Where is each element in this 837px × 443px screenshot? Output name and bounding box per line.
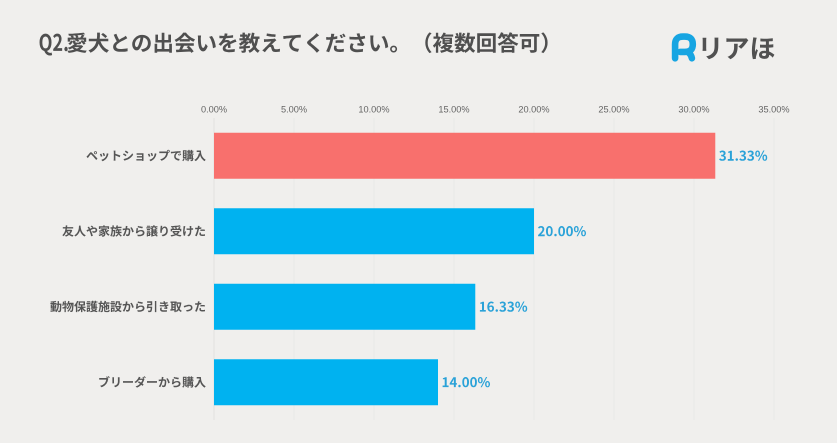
svg-text:5.00%: 5.00% [281,105,307,115]
svg-text:25.00%: 25.00% [598,105,629,115]
svg-text:15.00%: 15.00% [438,105,469,115]
svg-text:0.00%: 0.00% [201,105,227,115]
svg-text:20.00%: 20.00% [518,105,549,115]
svg-text:30.00%: 30.00% [678,105,709,115]
svg-text:35.00%: 35.00% [758,105,789,115]
svg-text:10.00%: 10.00% [358,105,389,115]
